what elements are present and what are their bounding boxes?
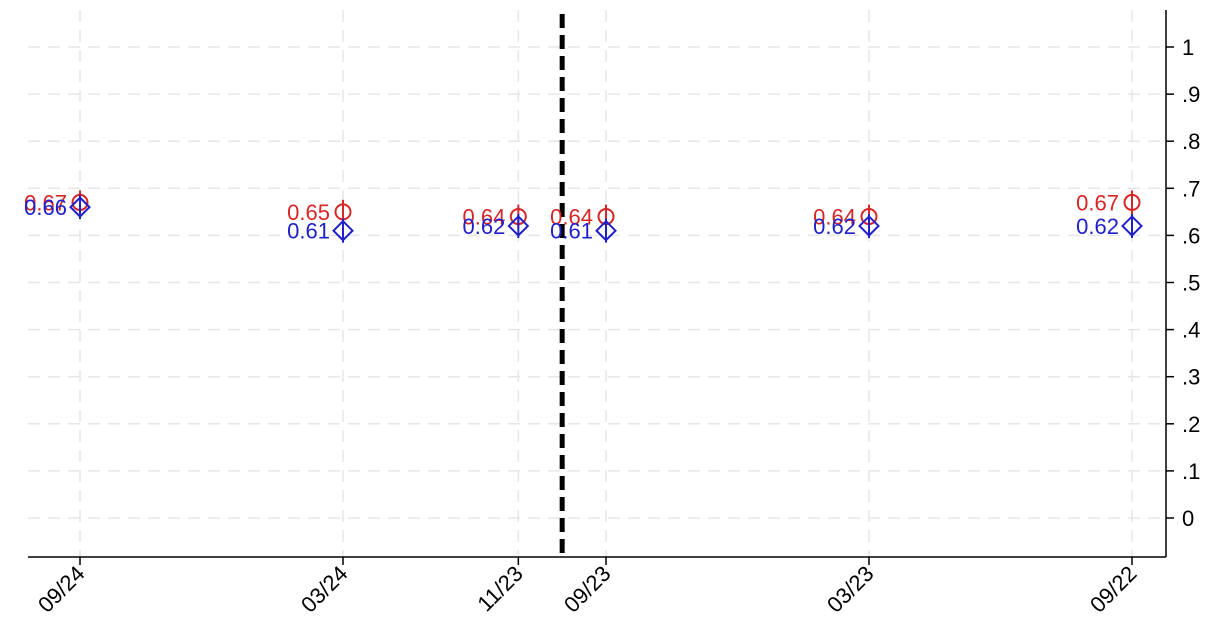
x-tick-label: 09/22 <box>1085 561 1142 618</box>
circle-marker <box>1123 190 1141 215</box>
data-label: 0.64 <box>550 205 593 230</box>
x-tick-label: 03/23 <box>822 561 879 618</box>
y-tick-label: .7 <box>1182 176 1200 201</box>
y-tick-label: .4 <box>1182 318 1200 343</box>
diamond-point <box>1121 215 1143 237</box>
labels-layer: 0.67 0.65 0.64 0.64 0.640.670.660.61 0.62 0.61… <box>24 190 1119 243</box>
data-label: 0.61 <box>287 219 330 244</box>
data-label: 0.64 <box>463 205 506 230</box>
data-label: 0.62 <box>463 214 506 239</box>
y-tick-label: .1 <box>1182 459 1200 484</box>
data-label: 0.67 <box>1076 190 1119 215</box>
y-tick-label: .6 <box>1182 223 1200 248</box>
y-tick-label: 0 <box>1182 506 1194 531</box>
x-tick-label: 09/23 <box>559 561 616 618</box>
diamond-marker <box>1121 213 1143 238</box>
diamond-point <box>595 219 617 242</box>
marks-layer <box>69 190 1143 243</box>
y-tick-label: .3 <box>1182 365 1200 390</box>
x-tick-label: 11/23 <box>472 561 527 616</box>
y-tick-label: 1 <box>1182 35 1194 60</box>
diamond-point <box>69 196 91 219</box>
circle-point <box>1123 193 1141 211</box>
y-tick-label: .9 <box>1182 82 1200 107</box>
x-tick-label: 03/24 <box>296 561 353 618</box>
data-label: 0.61 <box>550 219 593 244</box>
data-label: 0.62 <box>1076 214 1119 239</box>
y-tick-label: .2 <box>1182 412 1200 437</box>
axis-layer: 1 .9 .8 .7 .6 .5 .4 .3 .2 .1 0 09/24 03/24 11/23 09/23… <box>28 10 1200 617</box>
grid-layer <box>28 10 1166 557</box>
data-label: 0.64 <box>813 205 856 230</box>
diamond-marker <box>332 218 354 243</box>
diamond-point <box>858 215 880 237</box>
data-label: 0.62 <box>813 214 856 239</box>
data-label: 0.66 <box>24 195 67 220</box>
diamond-point <box>507 215 530 237</box>
diamond-point <box>332 219 354 242</box>
y-tick-label: .8 <box>1182 129 1200 154</box>
diamond-marker <box>69 195 91 220</box>
data-label: 0.65 <box>287 200 330 225</box>
x-tick-label: 09/24 <box>33 561 90 618</box>
y-tick-label: .5 <box>1182 271 1200 296</box>
diamond-marker <box>858 213 880 238</box>
diamond-marker <box>507 213 530 238</box>
data-label: 0.67 <box>24 190 67 215</box>
diamond-marker <box>595 218 617 243</box>
